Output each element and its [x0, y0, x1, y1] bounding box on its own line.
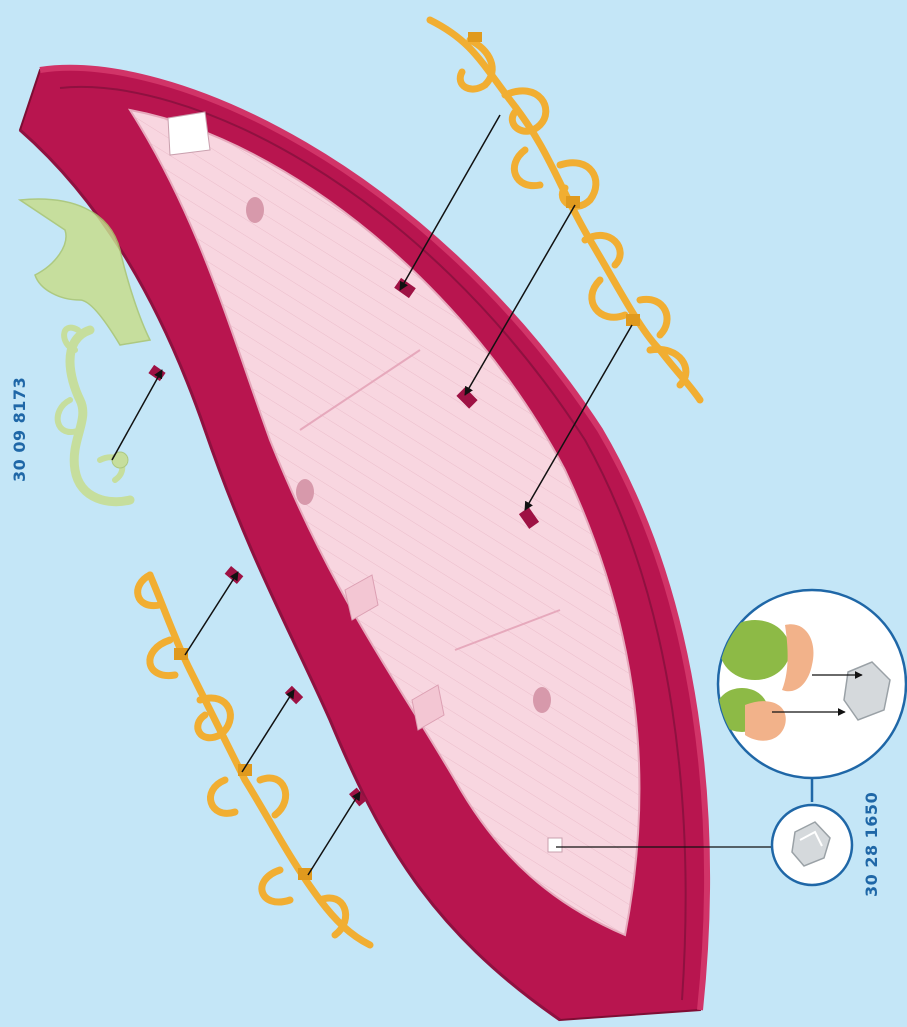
clip-socket: [548, 838, 562, 852]
part-number-right: 30 28 1650: [862, 792, 881, 897]
hand-finger-upper: [720, 620, 790, 680]
arrow-ghost-part: [112, 370, 162, 460]
part-number-left: 30 09 8173: [10, 377, 29, 482]
arrow-bottom-1: [185, 572, 238, 655]
clip-callout-small: [772, 805, 852, 885]
arrow-bottom-3: [308, 792, 360, 875]
clip-callout-large: [716, 590, 906, 778]
arrow-bottom-2: [242, 690, 294, 772]
